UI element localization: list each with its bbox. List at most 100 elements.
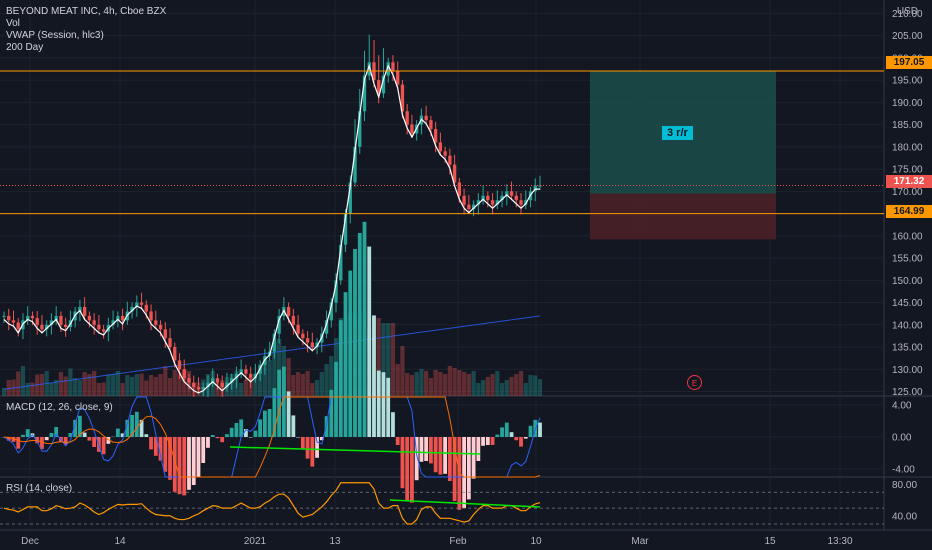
- macd-histogram-bar: [106, 437, 111, 444]
- candle: [206, 382, 210, 388]
- volume-bar: [110, 374, 116, 396]
- candle: [59, 315, 63, 325]
- macd-histogram-bar: [528, 425, 533, 437]
- volume-bar: [96, 383, 102, 396]
- macd-histogram-bar: [357, 233, 362, 437]
- macd-histogram-bar: [16, 437, 21, 449]
- volume-bar: [300, 374, 305, 396]
- candle: [339, 244, 343, 281]
- candle: [139, 302, 144, 305]
- macd-histogram-bar: [305, 437, 310, 459]
- macd-histogram-bar: [315, 437, 319, 458]
- candle: [16, 322, 20, 330]
- candle: [490, 200, 495, 205]
- macd-histogram-bar: [410, 437, 414, 503]
- volume-bar: [480, 380, 486, 396]
- candle: [82, 307, 87, 316]
- macd-histogram-bar: [258, 419, 263, 437]
- candle: [239, 369, 243, 374]
- candle: [49, 320, 54, 325]
- macd-histogram-bar: [49, 433, 54, 437]
- macd-histogram-bar: [239, 419, 244, 437]
- earnings-marker[interactable]: E: [687, 375, 702, 390]
- macd-histogram-bar: [115, 428, 120, 437]
- candle: [519, 200, 523, 205]
- price-tick-label: 125.00: [892, 387, 923, 398]
- volume-bar: [495, 371, 500, 396]
- macd-histogram-bar: [519, 437, 523, 447]
- volume-bar: [134, 374, 139, 396]
- volume-bar: [433, 370, 438, 396]
- macd-histogram-bar: [87, 437, 92, 441]
- volume-bar: [509, 377, 514, 396]
- candle: [495, 200, 499, 205]
- candle: [7, 315, 11, 321]
- macd-histogram-bar: [395, 437, 400, 445]
- volume-bar: [442, 374, 448, 396]
- candle: [476, 200, 480, 205]
- candle: [97, 324, 101, 330]
- macd-histogram-bar: [125, 419, 130, 437]
- volume-bar: [129, 377, 135, 396]
- macd-histogram-bar: [68, 433, 73, 437]
- volume-bar: [414, 372, 419, 396]
- volume-bar: [77, 380, 83, 396]
- time-tick-label: 10: [530, 536, 542, 547]
- macd-histogram-bar: [267, 409, 272, 437]
- macd-histogram-bar: [514, 437, 519, 441]
- macd-histogram-bar: [376, 370, 381, 437]
- price-tick-label: 170.00: [892, 187, 923, 198]
- volume-bar: [82, 372, 87, 396]
- candle: [87, 315, 92, 321]
- macd-histogram-bar: [500, 427, 504, 437]
- vwap-line: [3, 63, 540, 394]
- candle: [149, 311, 153, 321]
- macd-histogram-bar: [144, 434, 149, 437]
- macd-histogram-bar: [476, 437, 481, 461]
- macd-histogram-bar: [338, 320, 343, 437]
- candle: [101, 329, 106, 332]
- macd-histogram-bar: [201, 437, 206, 463]
- macd-histogram-bar: [462, 437, 467, 509]
- candle: [230, 378, 234, 383]
- macd-histogram-bar: [495, 434, 500, 437]
- candle: [400, 84, 405, 112]
- macd-histogram-bar: [6, 437, 11, 441]
- macd-histogram-bar: [272, 388, 277, 437]
- macd-histogram-bar: [172, 437, 177, 492]
- candle: [310, 342, 314, 348]
- volume-bar: [101, 382, 106, 396]
- candle: [443, 151, 447, 156]
- volume-bar: [310, 383, 315, 396]
- macd-histogram-bar: [509, 432, 514, 437]
- candle: [158, 324, 163, 330]
- candle: [286, 307, 291, 316]
- candle: [343, 213, 348, 245]
- volume-bar: [58, 372, 64, 396]
- volume-bar: [471, 371, 476, 396]
- volume-bar: [253, 374, 258, 396]
- volume-bar: [409, 375, 415, 396]
- time-tick-label: Mar: [631, 536, 649, 547]
- candle: [130, 307, 134, 312]
- ma-200-line: [3, 315, 541, 390]
- macd-histogram-bar: [149, 437, 153, 450]
- volume-bar: [395, 364, 400, 396]
- macd-histogram-bar: [253, 430, 258, 437]
- candle: [509, 191, 514, 196]
- volume-bar: [267, 360, 272, 396]
- candle: [92, 320, 96, 325]
- price-tag-upper: 197.05: [886, 56, 932, 69]
- macd-histogram-bar: [177, 437, 182, 495]
- price-tick-label: 150.00: [892, 276, 923, 287]
- price-tag-last: 171.32: [886, 175, 932, 188]
- volume-bar: [518, 371, 524, 396]
- macd-histogram-bar: [220, 437, 225, 443]
- volume-bar: [115, 371, 120, 396]
- macd-histogram-bar: [433, 437, 438, 473]
- candle: [26, 315, 30, 321]
- volume-bar: [262, 358, 268, 396]
- volume-bar: [386, 323, 391, 396]
- volume-bar: [167, 378, 173, 396]
